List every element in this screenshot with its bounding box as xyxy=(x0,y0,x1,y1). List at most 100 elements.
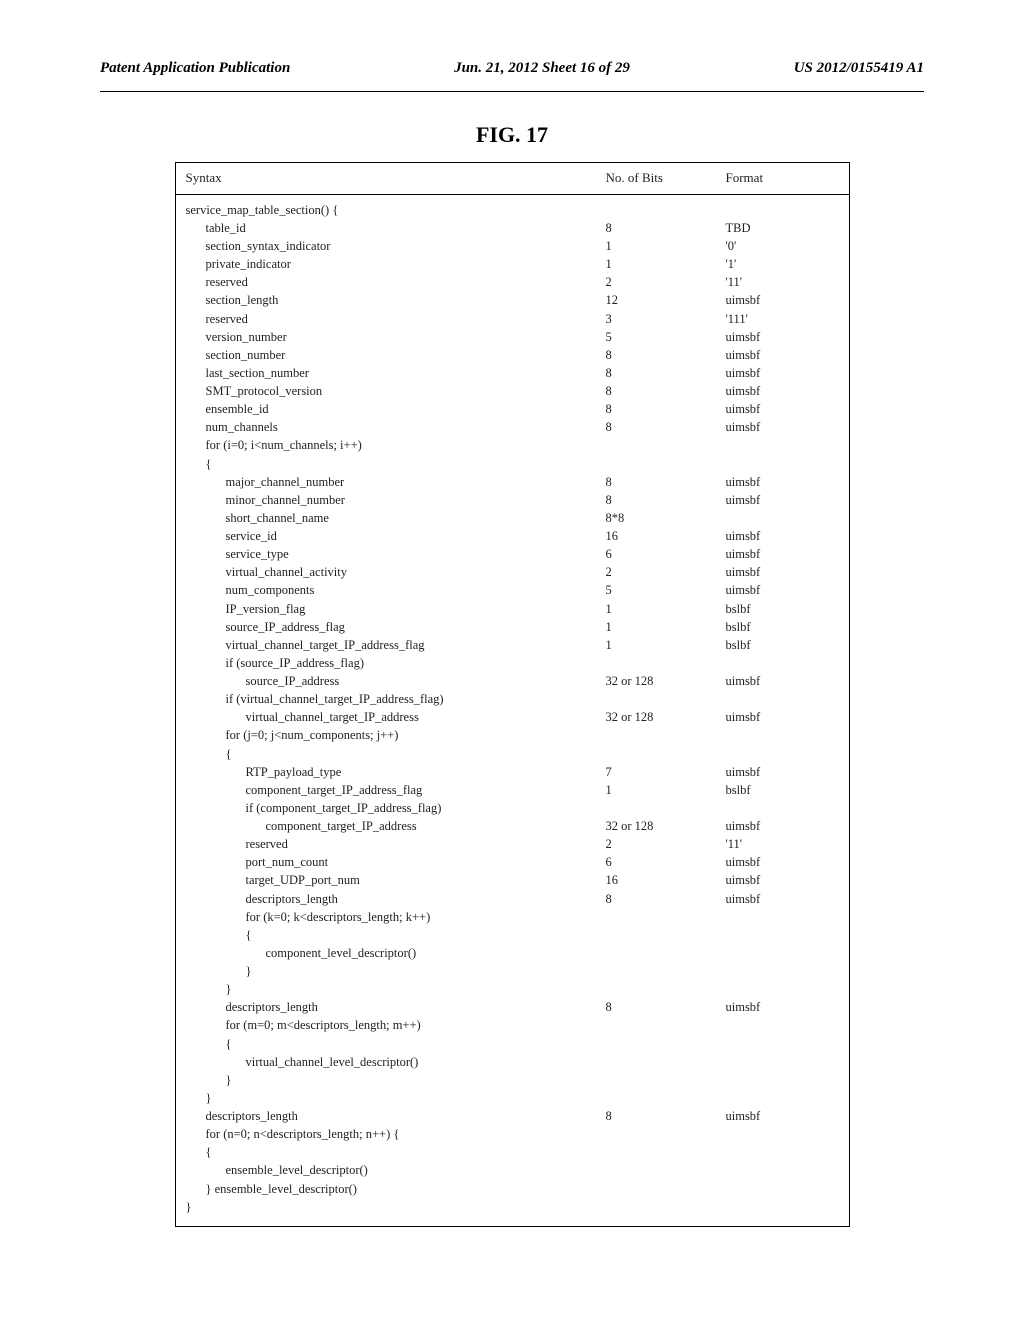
format-cell: uimsbf xyxy=(726,890,839,908)
table-row: } xyxy=(186,980,839,998)
bits-cell: 1 xyxy=(606,255,726,273)
format-cell xyxy=(726,1125,839,1143)
table-row: for (n=0; n<descriptors_length; n++) { xyxy=(186,1125,839,1143)
table-row: target_UDP_port_num16uimsbf xyxy=(186,871,839,889)
table-row: component_target_IP_address32 or 128uims… xyxy=(186,817,839,835)
syntax-cell: ensemble_level_descriptor() xyxy=(186,1161,606,1179)
table-row: RTP_payload_type7uimsbf xyxy=(186,763,839,781)
bits-cell: 7 xyxy=(606,763,726,781)
table-row: } ensemble_level_descriptor() xyxy=(186,1180,839,1198)
format-cell: uimsbf xyxy=(726,491,839,509)
figure-title: FIG. 17 xyxy=(0,122,1024,148)
table-row: reserved2'11' xyxy=(186,835,839,853)
syntax-cell: virtual_channel_target_IP_address_flag xyxy=(186,636,606,654)
table-row: ensemble_level_descriptor() xyxy=(186,1161,839,1179)
bits-cell xyxy=(606,726,726,744)
format-cell: uimsbf xyxy=(726,817,839,835)
table-row: if (virtual_channel_target_IP_address_fl… xyxy=(186,690,839,708)
syntax-cell: { xyxy=(186,1143,606,1161)
table-row: minor_channel_number8uimsbf xyxy=(186,491,839,509)
format-cell: uimsbf xyxy=(726,853,839,871)
syntax-cell: num_channels xyxy=(186,418,606,436)
table-row: if (component_target_IP_address_flag) xyxy=(186,799,839,817)
bits-cell: 8 xyxy=(606,382,726,400)
syntax-cell: } xyxy=(186,980,606,998)
table-row: } xyxy=(186,1071,839,1089)
bits-cell: 1 xyxy=(606,618,726,636)
bits-cell: 2 xyxy=(606,835,726,853)
format-cell xyxy=(726,799,839,817)
table-row: virtual_channel_target_IP_address_flag1b… xyxy=(186,636,839,654)
syntax-cell: reserved xyxy=(186,273,606,291)
format-cell: uimsbf xyxy=(726,527,839,545)
col-syntax: Syntax xyxy=(186,169,606,188)
syntax-cell: } xyxy=(186,1198,606,1216)
bits-cell: 8*8 xyxy=(606,509,726,527)
syntax-cell: section_length xyxy=(186,291,606,309)
syntax-cell: source_IP_address xyxy=(186,672,606,690)
bits-cell: 2 xyxy=(606,563,726,581)
table-row: source_IP_address32 or 128uimsbf xyxy=(186,672,839,690)
format-cell: '0' xyxy=(726,237,839,255)
syntax-cell: { xyxy=(186,1035,606,1053)
table-row: section_length12uimsbf xyxy=(186,291,839,309)
format-cell: '11' xyxy=(726,835,839,853)
syntax-cell: version_number xyxy=(186,328,606,346)
syntax-cell: IP_version_flag xyxy=(186,600,606,618)
header-mid: Jun. 21, 2012 Sheet 16 of 29 xyxy=(454,60,630,77)
bits-cell: 2 xyxy=(606,273,726,291)
syntax-cell: for (i=0; i<num_channels; i++) xyxy=(186,436,606,454)
bits-cell xyxy=(606,1071,726,1089)
bits-cell xyxy=(606,1089,726,1107)
syntax-cell: ensemble_id xyxy=(186,400,606,418)
bits-cell xyxy=(606,201,726,219)
bits-cell xyxy=(606,944,726,962)
syntax-cell: table_id xyxy=(186,219,606,237)
syntax-cell: private_indicator xyxy=(186,255,606,273)
table-row: virtual_channel_activity2uimsbf xyxy=(186,563,839,581)
bits-cell xyxy=(606,1161,726,1179)
bits-cell: 6 xyxy=(606,545,726,563)
format-cell: uimsbf xyxy=(726,382,839,400)
syntax-cell: if (component_target_IP_address_flag) xyxy=(186,799,606,817)
bits-cell xyxy=(606,745,726,763)
bits-cell xyxy=(606,455,726,473)
format-cell xyxy=(726,455,839,473)
format-cell xyxy=(726,745,839,763)
format-cell: uimsbf xyxy=(726,1107,839,1125)
format-cell xyxy=(726,1143,839,1161)
format-cell xyxy=(726,1198,839,1216)
syntax-cell: SMT_protocol_version xyxy=(186,382,606,400)
bits-cell xyxy=(606,926,726,944)
table-row: service_id16uimsbf xyxy=(186,527,839,545)
bits-cell xyxy=(606,908,726,926)
bits-cell xyxy=(606,1016,726,1034)
format-cell: TBD xyxy=(726,219,839,237)
syntax-cell: service_type xyxy=(186,545,606,563)
bits-cell: 6 xyxy=(606,853,726,871)
table-row: for (k=0; k<descriptors_length; k++) xyxy=(186,908,839,926)
syntax-cell: service_map_table_section() { xyxy=(186,201,606,219)
format-cell xyxy=(726,1161,839,1179)
bits-cell xyxy=(606,1180,726,1198)
syntax-table: Syntax No. of Bits Format service_map_ta… xyxy=(175,162,850,1227)
table-row: major_channel_number8uimsbf xyxy=(186,473,839,491)
format-cell: uimsbf xyxy=(726,545,839,563)
bits-cell: 8 xyxy=(606,890,726,908)
format-cell: uimsbf xyxy=(726,708,839,726)
table-row: private_indicator1'1' xyxy=(186,255,839,273)
syntax-cell: for (k=0; k<descriptors_length; k++) xyxy=(186,908,606,926)
syntax-cell: component_target_IP_address xyxy=(186,817,606,835)
bits-cell: 1 xyxy=(606,237,726,255)
format-cell xyxy=(726,1053,839,1071)
table-row: { xyxy=(186,745,839,763)
bits-cell xyxy=(606,436,726,454)
format-cell: uimsbf xyxy=(726,400,839,418)
table-row: descriptors_length8uimsbf xyxy=(186,890,839,908)
table-row: } xyxy=(186,962,839,980)
syntax-cell: descriptors_length xyxy=(186,890,606,908)
format-cell: uimsbf xyxy=(726,473,839,491)
table-row: for (m=0; m<descriptors_length; m++) xyxy=(186,1016,839,1034)
format-cell xyxy=(726,1180,839,1198)
format-cell: uimsbf xyxy=(726,581,839,599)
